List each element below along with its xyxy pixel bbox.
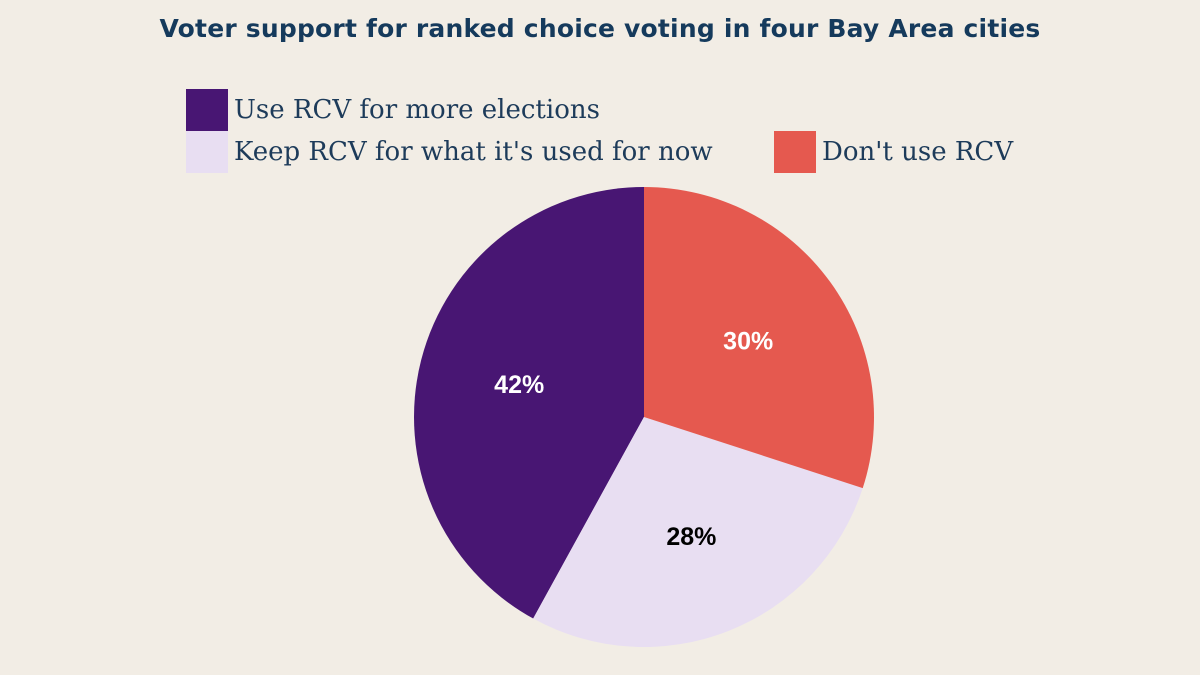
legend-label-dont-use-rcv: Don't use RCV	[822, 137, 1014, 167]
slice-label-more-elections: 42%	[494, 371, 544, 399]
legend-label-keep-rcv: Keep RCV for what it's used for now	[234, 137, 713, 167]
slice-more-elections	[414, 187, 644, 619]
legend-swatch-more-elections	[186, 89, 228, 131]
legend-label-more-elections: Use RCV for more elections	[234, 95, 600, 125]
legend-item-more-elections: Use RCV for more elections	[186, 89, 600, 131]
legend-item-keep-rcv: Keep RCV for what it's used for now	[186, 131, 713, 173]
slice-label-dont-use-rcv: 30%	[723, 327, 773, 355]
chart-title: Voter support for ranked choice voting i…	[159, 14, 1041, 43]
slice-dont-use-rcv	[644, 187, 874, 489]
legend-swatch-dont-use-rcv	[774, 131, 816, 173]
slice-label-keep-rcv: 28%	[666, 523, 716, 551]
legend: Use RCV for more elections Keep RCV for …	[0, 0, 1200, 200]
slice-keep-rcv	[533, 417, 863, 647]
legend-item-dont-use-rcv: Don't use RCV	[774, 131, 1013, 173]
legend-swatch-keep-rcv	[186, 131, 228, 173]
